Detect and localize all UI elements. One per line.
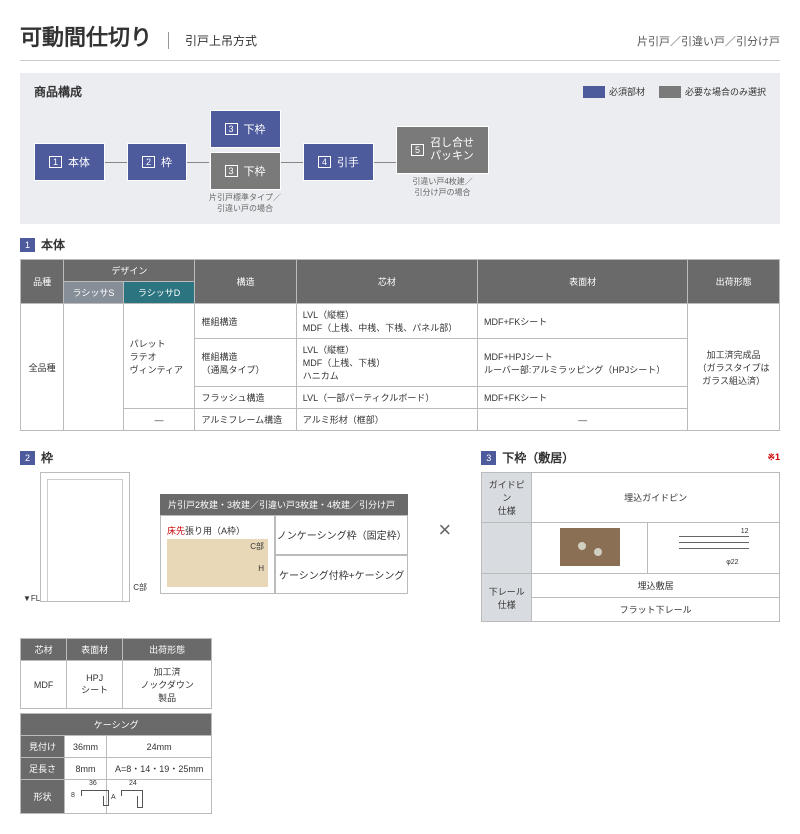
section-3-head: 3下枠（敷居） ※1 [481,449,780,466]
waku-header: 片引戸2枚建・3枚建／引違い戸3枚建・4枚建／引分け戸 [160,494,408,515]
yuka-diagram: 床先張り用（A枠） C部 H [160,515,275,594]
cross-icon: × [438,517,451,543]
material-table: 芯材表面材出荷形態 MDF HPJ シート 加工済 ノックダウン 製品 [20,638,212,709]
flow-box-4: 4引手 [303,143,374,181]
flow-note-3: 片引戸標準タイプ／ 引違い戸の場合 [209,192,281,214]
header-row: 可動間仕切り 引戸上吊方式 片引戸／引違い戸／引分け戸 [20,20,780,52]
flow-box-5: 5召し合せ パッキン [396,126,489,174]
flow-box-2: 2枠 [127,143,187,181]
guide-pin-diagram: 12 φ22 [679,528,749,566]
lower-frame-table: ガイドピン 仕様 埋込ガイドピン 12 φ22 下レール 仕様 [481,472,780,622]
page-title: 可動間仕切り [20,20,152,52]
section-2-head: 2枠 [20,449,408,466]
composition-panel: 商品構成 必須部材 必要な場合のみ選択 1本体 2枠 3下枠 3下枠 片引戸標準… [20,73,780,224]
flow-box-3b: 3下枠 [210,152,281,190]
page-subtitle: 引戸上吊方式 [168,32,257,49]
legend-required: 必須部材 [583,85,645,98]
composition-title: 商品構成 [34,83,82,100]
breadcrumb: 片引戸／引違い戸／引分け戸 [637,33,780,49]
main-spec-table: 品種 デザイン 構造 芯材 表面材 出荷形態 ラシッサS ラシッサD 全品種 パ… [20,259,780,431]
door-diagram: ▼FL C部 [40,472,130,602]
flow-box-1: 1本体 [34,143,105,181]
flow-box-3a: 3下枠 [210,110,281,148]
option-casing: ケーシング付枠+ケーシング [275,555,408,595]
guide-pin-photo [560,528,620,566]
option-non-casing: ノンケーシング枠（固定枠） [275,515,408,555]
section-1-head: 1本体 [20,236,780,253]
legend-optional: 必要な場合のみ選択 [659,85,766,98]
casing-table: ケーシング 見付け36mm24mm 足長さ8mmA=8・14・19・25mm 形… [20,713,212,814]
flow-note-5: 引違い戸4枚建／ 引分け戸の場合 [412,176,472,198]
